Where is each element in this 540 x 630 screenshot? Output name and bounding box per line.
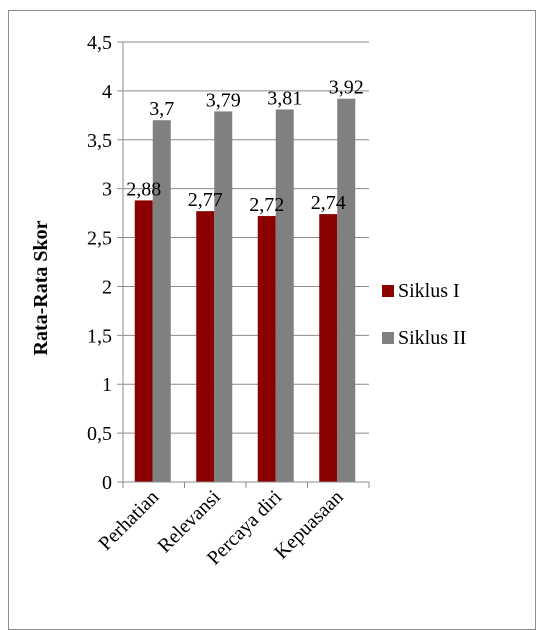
y-tick-label: 3,5 [87,130,112,152]
y-tick-label: 2 [102,276,112,298]
bar-siklus-ii [337,98,356,482]
bar-siklus-ii [275,109,294,482]
data-label: 3,92 [329,77,364,99]
y-tick-label: 4,5 [87,32,112,54]
y-tick-label: 3 [102,179,112,201]
data-label: 2,72 [249,194,284,216]
y-tick-label: 0 [102,472,112,494]
data-label: 2,77 [188,189,223,211]
data-labels: 2,88 3,7 2,77 3,79 2,72 3,81 2,74 3,92 [126,77,364,216]
legend-swatch-siklus-i [382,285,394,297]
x-tick-label: Perhatian [94,486,163,555]
y-tick-label: 0,5 [87,423,112,445]
data-label: 3,81 [267,87,302,109]
data-label: 3,7 [149,98,174,120]
legend-label-siklus-ii: Siklus II [398,327,466,349]
bar-siklus-i [319,214,338,483]
bar-siklus-i [134,200,153,482]
legend-swatch-siklus-ii [382,332,394,344]
bar-siklus-ii [214,111,233,482]
y-tick-label: 2,5 [87,228,112,250]
y-axis-title: Rata-Rata Skor [30,220,52,355]
data-label: 3,79 [206,89,241,111]
data-label: 2,88 [126,178,161,200]
bar-siklus-ii [152,120,171,482]
legend-label-siklus-i: Siklus I [398,280,460,302]
bar-siklus-i [257,216,276,483]
y-tick-label: 1 [102,374,112,396]
bar-siklus-i [196,211,215,482]
data-label: 2,74 [311,192,346,214]
bars [134,98,356,483]
y-tick-label: 4 [102,81,112,103]
legend: Siklus I Siklus II [382,280,466,349]
y-tick-label: 1,5 [87,325,112,347]
